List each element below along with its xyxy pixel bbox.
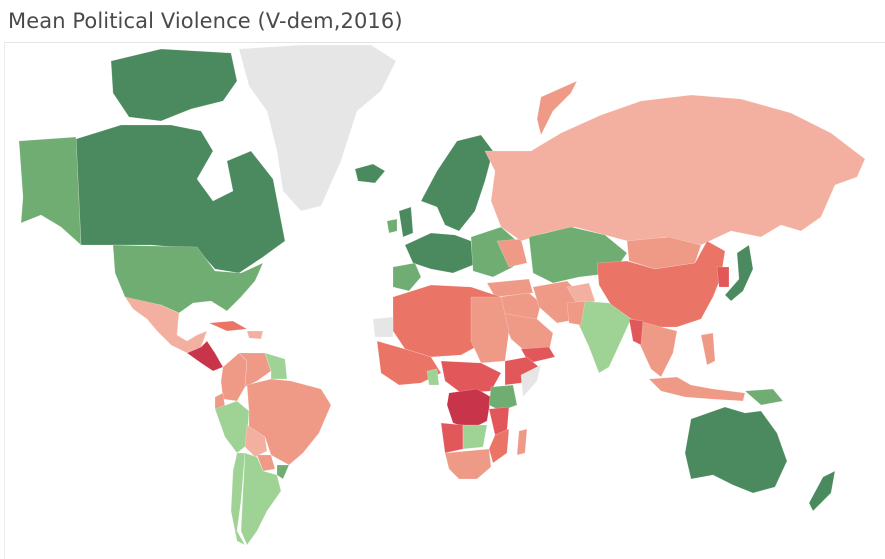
country-iberia[interactable] xyxy=(392,262,422,292)
country-hispaniola[interactable] xyxy=(246,330,264,340)
country-papua[interactable] xyxy=(744,388,784,406)
country-peru[interactable] xyxy=(214,400,250,454)
country-cuba[interactable] xyxy=(208,320,248,332)
country-uruguay[interactable] xyxy=(276,464,290,480)
country-myanmar[interactable] xyxy=(628,318,644,346)
country-colombia[interactable] xyxy=(220,352,248,402)
country-southern-africa[interactable] xyxy=(444,448,492,480)
map-title: Mean Political Violence (V-dem,2016) xyxy=(8,9,403,33)
country-paraguay[interactable] xyxy=(256,454,276,472)
country-western-sahara[interactable] xyxy=(372,316,394,338)
country-turkey[interactable] xyxy=(486,278,534,298)
country-ghana[interactable] xyxy=(426,368,440,386)
country-dr-congo[interactable] xyxy=(446,388,492,430)
country-india[interactable] xyxy=(578,300,632,374)
country-korea[interactable] xyxy=(716,266,730,288)
country-argentina[interactable] xyxy=(240,452,282,546)
world-map-svg[interactable] xyxy=(5,43,885,559)
country-east-africa[interactable] xyxy=(488,384,518,412)
country-canada-islands[interactable] xyxy=(110,48,238,122)
country-egypt-sudan[interactable] xyxy=(470,296,510,364)
country-bolivia[interactable] xyxy=(244,424,268,458)
country-angola[interactable] xyxy=(440,422,464,454)
country-ireland[interactable] xyxy=(386,218,398,234)
country-indonesia[interactable] xyxy=(648,376,746,402)
country-scandinavia[interactable] xyxy=(420,134,494,232)
country-madagascar[interactable] xyxy=(516,428,528,456)
choropleth-map[interactable] xyxy=(4,42,885,559)
country-iceland[interactable] xyxy=(354,163,386,184)
country-philippines[interactable] xyxy=(700,332,716,366)
country-new-zealand[interactable] xyxy=(808,470,836,512)
country-southeast-asia[interactable] xyxy=(630,318,678,378)
country-japan[interactable] xyxy=(724,244,754,302)
country-central-america[interactable] xyxy=(186,340,224,372)
country-alaska[interactable] xyxy=(18,136,82,246)
country-chile[interactable] xyxy=(230,452,246,546)
country-mozambique[interactable] xyxy=(488,428,510,464)
country-pakistan[interactable] xyxy=(566,300,586,326)
country-guyana[interactable] xyxy=(264,352,288,380)
country-somalia[interactable] xyxy=(520,364,542,398)
country-novaya-zemlya[interactable] xyxy=(536,80,578,136)
country-uk[interactable] xyxy=(398,206,414,238)
country-afghanistan[interactable] xyxy=(566,282,596,308)
country-australia[interactable] xyxy=(684,406,788,494)
country-ukraine[interactable] xyxy=(496,238,528,268)
country-mexico[interactable] xyxy=(124,296,208,354)
country-canada[interactable] xyxy=(75,124,286,274)
country-zambia[interactable] xyxy=(462,424,488,450)
country-greenland[interactable] xyxy=(238,44,397,212)
